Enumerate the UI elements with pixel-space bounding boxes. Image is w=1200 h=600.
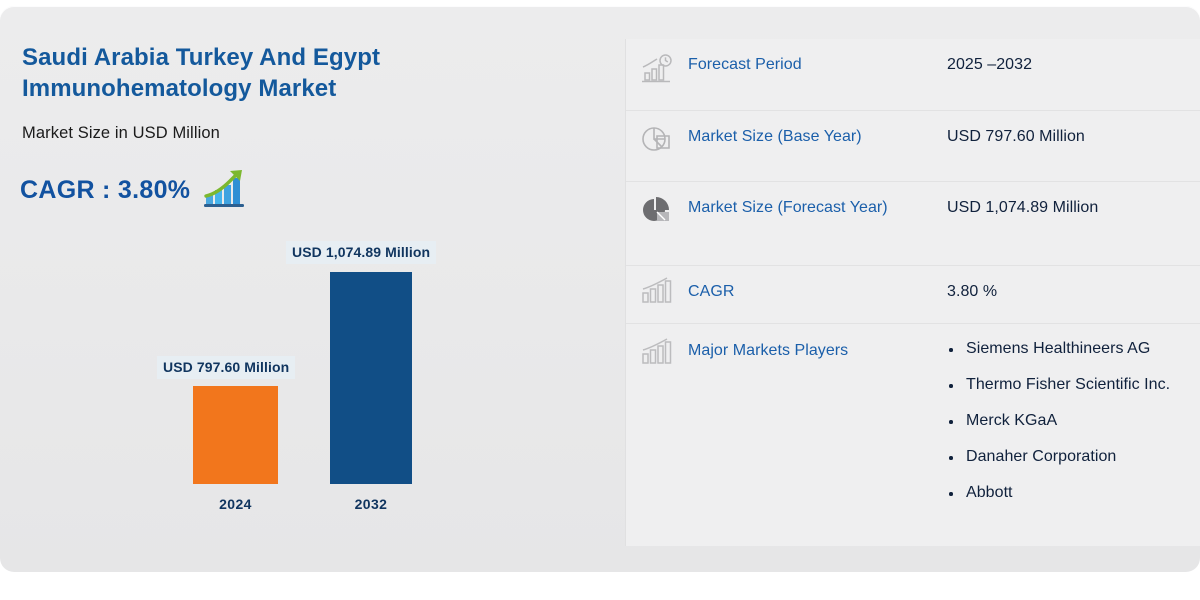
row-label-cagr: CAGR bbox=[688, 283, 735, 300]
growth-bar-chart-icon bbox=[202, 168, 248, 213]
row-label-base-year: Market Size (Base Year) bbox=[688, 128, 862, 145]
list-item: Danaher Corporation bbox=[947, 445, 1196, 469]
row-label-forecast-year: Market Size (Forecast Year) bbox=[688, 199, 888, 216]
table-row: Forecast Period 2025 –2032 bbox=[626, 39, 1200, 111]
list-item: Merck KGaA bbox=[947, 409, 1196, 433]
table-row: Market Size (Base Year) USD 797.60 Milli… bbox=[626, 111, 1200, 182]
page-title: Saudi Arabia Turkey And Egypt Immunohema… bbox=[22, 44, 381, 102]
row-value-forecast-period: 2025 –2032 bbox=[947, 56, 1033, 73]
row-icon-cell bbox=[626, 266, 688, 311]
bar-2024 bbox=[193, 386, 278, 484]
bar-growth-icon bbox=[640, 337, 674, 372]
row-value-major-markets-players: Siemens Healthineers AG Thermo Fisher Sc… bbox=[947, 324, 1200, 505]
table-row: CAGR 3.80 % bbox=[626, 266, 1200, 324]
bar-2032 bbox=[330, 272, 412, 484]
row-value-cagr: 3.80 % bbox=[947, 283, 998, 300]
list-item: Thermo Fisher Scientific Inc. bbox=[947, 373, 1196, 397]
cagr-headline: CAGR : 3.80% bbox=[20, 168, 248, 213]
left-panel: Saudi Arabia Turkey And Egypt Immunohema… bbox=[0, 6, 625, 572]
bar-value-label-2032: USD 1,074.89 Million bbox=[286, 241, 437, 264]
bar-axis-label-2032: 2032 bbox=[354, 496, 388, 512]
table-row: Market Size (Forecast Year) USD 1,074.89… bbox=[626, 182, 1200, 266]
list-item: Abbott bbox=[947, 481, 1196, 505]
pie-chart-outline-icon bbox=[640, 123, 674, 160]
table-row: Major Markets Players Siemens Healthinee… bbox=[626, 324, 1200, 545]
row-icon-cell bbox=[626, 39, 688, 91]
market-size-subtitle: Market Size in USD Million bbox=[22, 124, 220, 142]
cagr-headline-text: CAGR : 3.80% bbox=[20, 176, 191, 204]
market-size-bar-chart: USD 1,074.89 Million USD 797.60 Million … bbox=[0, 6, 625, 572]
list-item: Siemens Healthineers AG bbox=[947, 337, 1196, 361]
row-value-forecast-year: USD 1,074.89 Million bbox=[947, 199, 1099, 216]
row-icon-cell bbox=[626, 324, 688, 372]
row-label-forecast-period: Forecast Period bbox=[688, 56, 802, 73]
row-icon-cell bbox=[626, 182, 688, 231]
bar-axis-label-2024: 2024 bbox=[219, 496, 252, 512]
players-list: Siemens Healthineers AG Thermo Fisher Sc… bbox=[947, 337, 1196, 505]
forecast-chart-clock-icon bbox=[640, 54, 674, 91]
market-details-table: Forecast Period 2025 –2032 Marke bbox=[625, 39, 1200, 546]
bar-value-label-2024: USD 797.60 Million bbox=[157, 356, 296, 379]
row-icon-cell bbox=[626, 111, 688, 160]
row-label-major-markets-players: Major Markets Players bbox=[688, 342, 849, 359]
infographic-card: Saudi Arabia Turkey And Egypt Immunohema… bbox=[0, 6, 1200, 572]
bar-growth-icon bbox=[640, 276, 674, 311]
row-value-base-year: USD 797.60 Million bbox=[947, 128, 1085, 145]
pie-chart-filled-icon bbox=[640, 194, 674, 231]
